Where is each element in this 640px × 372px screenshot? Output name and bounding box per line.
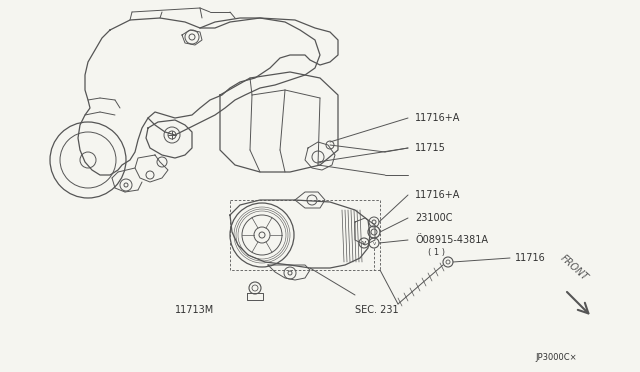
Text: 11715: 11715 [415,143,446,153]
Text: 11716+A: 11716+A [415,190,460,200]
Text: ( 1 ): ( 1 ) [428,248,445,257]
Text: SEC. 231: SEC. 231 [355,305,399,315]
Text: V: V [362,241,366,246]
Text: JP3000C×: JP3000C× [535,353,577,362]
Text: 23100C: 23100C [415,213,452,223]
Text: Ö08915-4381A: Ö08915-4381A [415,235,488,245]
Text: FRONT: FRONT [558,253,589,283]
Text: 11716: 11716 [515,253,546,263]
Text: v: v [372,241,376,246]
Text: 11713M: 11713M [175,305,214,315]
Text: 11716+A: 11716+A [415,113,460,123]
